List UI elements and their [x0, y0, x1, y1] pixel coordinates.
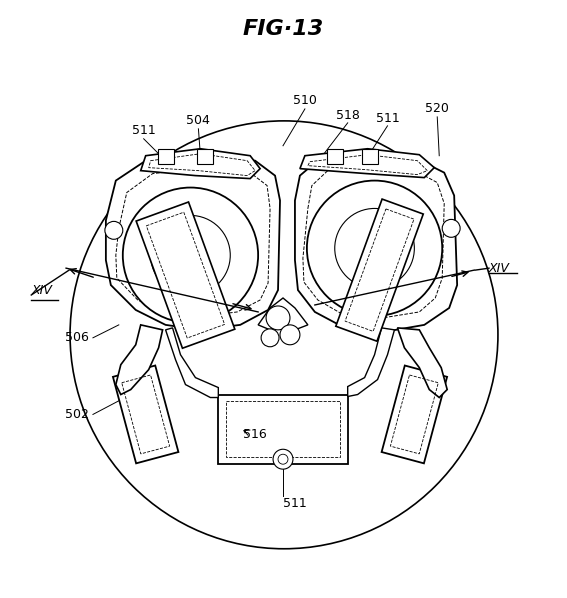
- Polygon shape: [218, 395, 348, 464]
- Text: 511: 511: [132, 124, 155, 138]
- Text: 518: 518: [336, 109, 359, 123]
- Circle shape: [123, 188, 258, 323]
- Polygon shape: [158, 149, 174, 164]
- Polygon shape: [197, 149, 213, 164]
- Polygon shape: [362, 149, 378, 164]
- Circle shape: [442, 219, 460, 237]
- Polygon shape: [295, 152, 457, 332]
- Text: 511: 511: [375, 112, 399, 126]
- Text: 504: 504: [187, 114, 210, 127]
- Polygon shape: [106, 155, 280, 330]
- Circle shape: [105, 221, 123, 239]
- Circle shape: [70, 121, 498, 549]
- Circle shape: [307, 181, 442, 316]
- Circle shape: [335, 209, 414, 288]
- Polygon shape: [336, 199, 423, 341]
- Circle shape: [151, 215, 230, 295]
- Circle shape: [266, 306, 290, 330]
- Text: 510: 510: [293, 94, 317, 108]
- Text: XIV: XIV: [489, 262, 510, 274]
- Text: 511: 511: [283, 498, 307, 511]
- Text: 520: 520: [425, 102, 449, 115]
- Polygon shape: [113, 365, 179, 463]
- Polygon shape: [116, 325, 163, 395]
- Circle shape: [280, 325, 300, 345]
- Circle shape: [273, 449, 293, 469]
- Text: 506: 506: [65, 331, 89, 344]
- Circle shape: [278, 454, 288, 464]
- Circle shape: [261, 329, 279, 347]
- Polygon shape: [348, 328, 395, 396]
- Polygon shape: [166, 328, 218, 398]
- Text: XIV: XIV: [31, 283, 52, 297]
- Text: FIG·13: FIG·13: [242, 19, 324, 39]
- Polygon shape: [300, 149, 434, 178]
- Text: 516: 516: [243, 428, 267, 441]
- Polygon shape: [136, 202, 235, 348]
- Polygon shape: [258, 298, 308, 330]
- Polygon shape: [141, 149, 260, 179]
- Polygon shape: [327, 149, 342, 164]
- Polygon shape: [397, 328, 447, 398]
- Polygon shape: [382, 365, 447, 463]
- Text: 502: 502: [65, 408, 89, 421]
